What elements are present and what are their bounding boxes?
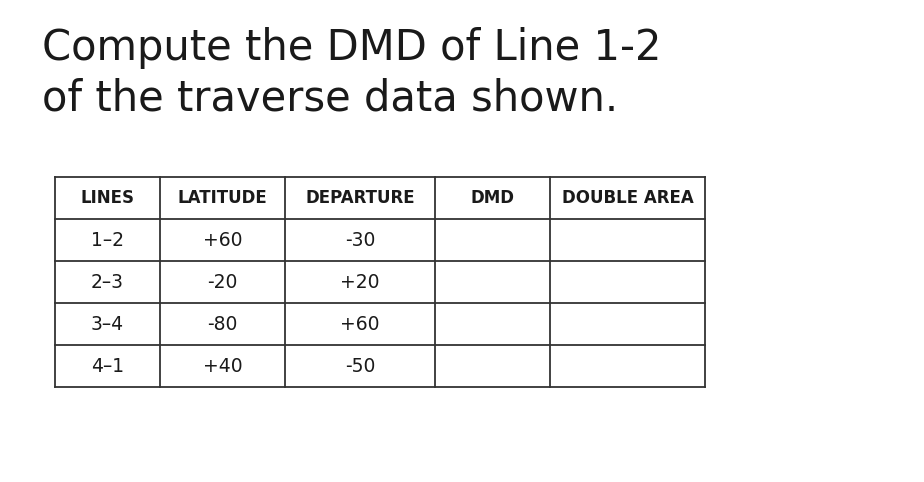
Text: LINES: LINES [80, 189, 135, 207]
Text: -30: -30 [345, 230, 375, 250]
Text: +40: +40 [202, 357, 242, 375]
Text: +60: +60 [340, 314, 380, 334]
Text: -80: -80 [207, 314, 237, 334]
Text: DMD: DMD [470, 189, 515, 207]
Text: 3–4: 3–4 [91, 314, 124, 334]
Text: 1–2: 1–2 [91, 230, 124, 250]
Text: LATITUDE: LATITUDE [177, 189, 267, 207]
Text: DEPARTURE: DEPARTURE [305, 189, 415, 207]
Text: +20: +20 [340, 272, 380, 292]
Text: +60: +60 [202, 230, 242, 250]
Text: DOUBLE AREA: DOUBLE AREA [562, 189, 693, 207]
Text: of the traverse data shown.: of the traverse data shown. [42, 77, 618, 119]
Text: 4–1: 4–1 [91, 357, 124, 375]
Text: 2–3: 2–3 [91, 272, 124, 292]
Text: -20: -20 [207, 272, 237, 292]
Text: Compute the DMD of Line 1-2: Compute the DMD of Line 1-2 [42, 27, 662, 69]
Text: -50: -50 [345, 357, 375, 375]
